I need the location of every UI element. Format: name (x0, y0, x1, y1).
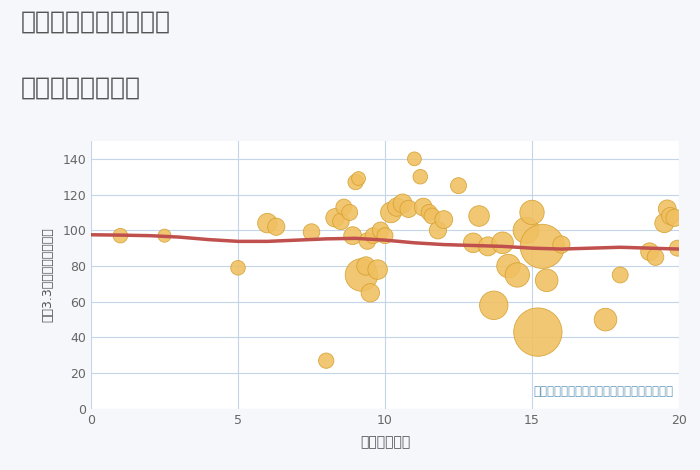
Point (372, 266, 384, 274)
Point (600, 316, 611, 323)
Point (438, 216, 449, 223)
Point (659, 219, 670, 227)
Point (306, 228, 317, 236)
Point (503, 262, 514, 270)
Point (159, 232, 170, 239)
Text: 円の大きさは、取引のあった物件面積を示す: 円の大きさは、取引のあった物件面積を示す (533, 385, 673, 398)
Point (526, 209, 538, 216)
Point (414, 173, 426, 180)
X-axis label: 駅距離（分）: 駅距離（分） (360, 435, 410, 449)
Point (350, 178, 361, 186)
Point (662, 205, 673, 212)
Point (365, 289, 376, 297)
Text: 兵庫県西宮市段上町の: 兵庫県西宮市段上町の (21, 9, 171, 33)
Point (262, 219, 273, 227)
Point (335, 218, 346, 225)
Point (672, 244, 683, 252)
Point (541, 276, 552, 284)
Point (321, 357, 332, 364)
Text: 駅距離別土地価格: 駅距離別土地価格 (21, 75, 141, 99)
Point (473, 212, 484, 220)
Point (532, 329, 543, 336)
Point (347, 232, 358, 239)
Point (115, 232, 126, 239)
Point (418, 204, 429, 211)
Point (379, 232, 391, 239)
Point (512, 271, 523, 279)
Point (391, 204, 402, 211)
Point (537, 243, 548, 250)
Point (330, 214, 341, 221)
Point (232, 264, 244, 272)
Point (368, 232, 379, 239)
Point (271, 223, 282, 230)
Point (403, 205, 414, 212)
Point (385, 209, 396, 216)
Point (468, 239, 479, 247)
Point (360, 262, 372, 270)
Point (453, 182, 464, 189)
Point (497, 239, 508, 247)
Point (424, 209, 435, 216)
Point (338, 204, 349, 211)
Point (482, 243, 493, 250)
Point (426, 212, 438, 220)
Point (375, 227, 386, 234)
Point (362, 237, 373, 245)
Point (669, 214, 680, 221)
Point (353, 175, 364, 182)
Point (650, 253, 661, 261)
Point (344, 209, 356, 216)
Point (556, 241, 567, 248)
Point (521, 227, 532, 234)
Point (664, 212, 676, 220)
Point (409, 155, 420, 163)
Point (615, 271, 626, 279)
Point (397, 200, 408, 207)
Point (356, 271, 367, 279)
Point (433, 227, 444, 234)
Y-axis label: 平（3.3㎡）単価（万円）: 平（3.3㎡）単価（万円） (41, 227, 54, 322)
Point (488, 302, 499, 309)
Point (644, 248, 655, 256)
